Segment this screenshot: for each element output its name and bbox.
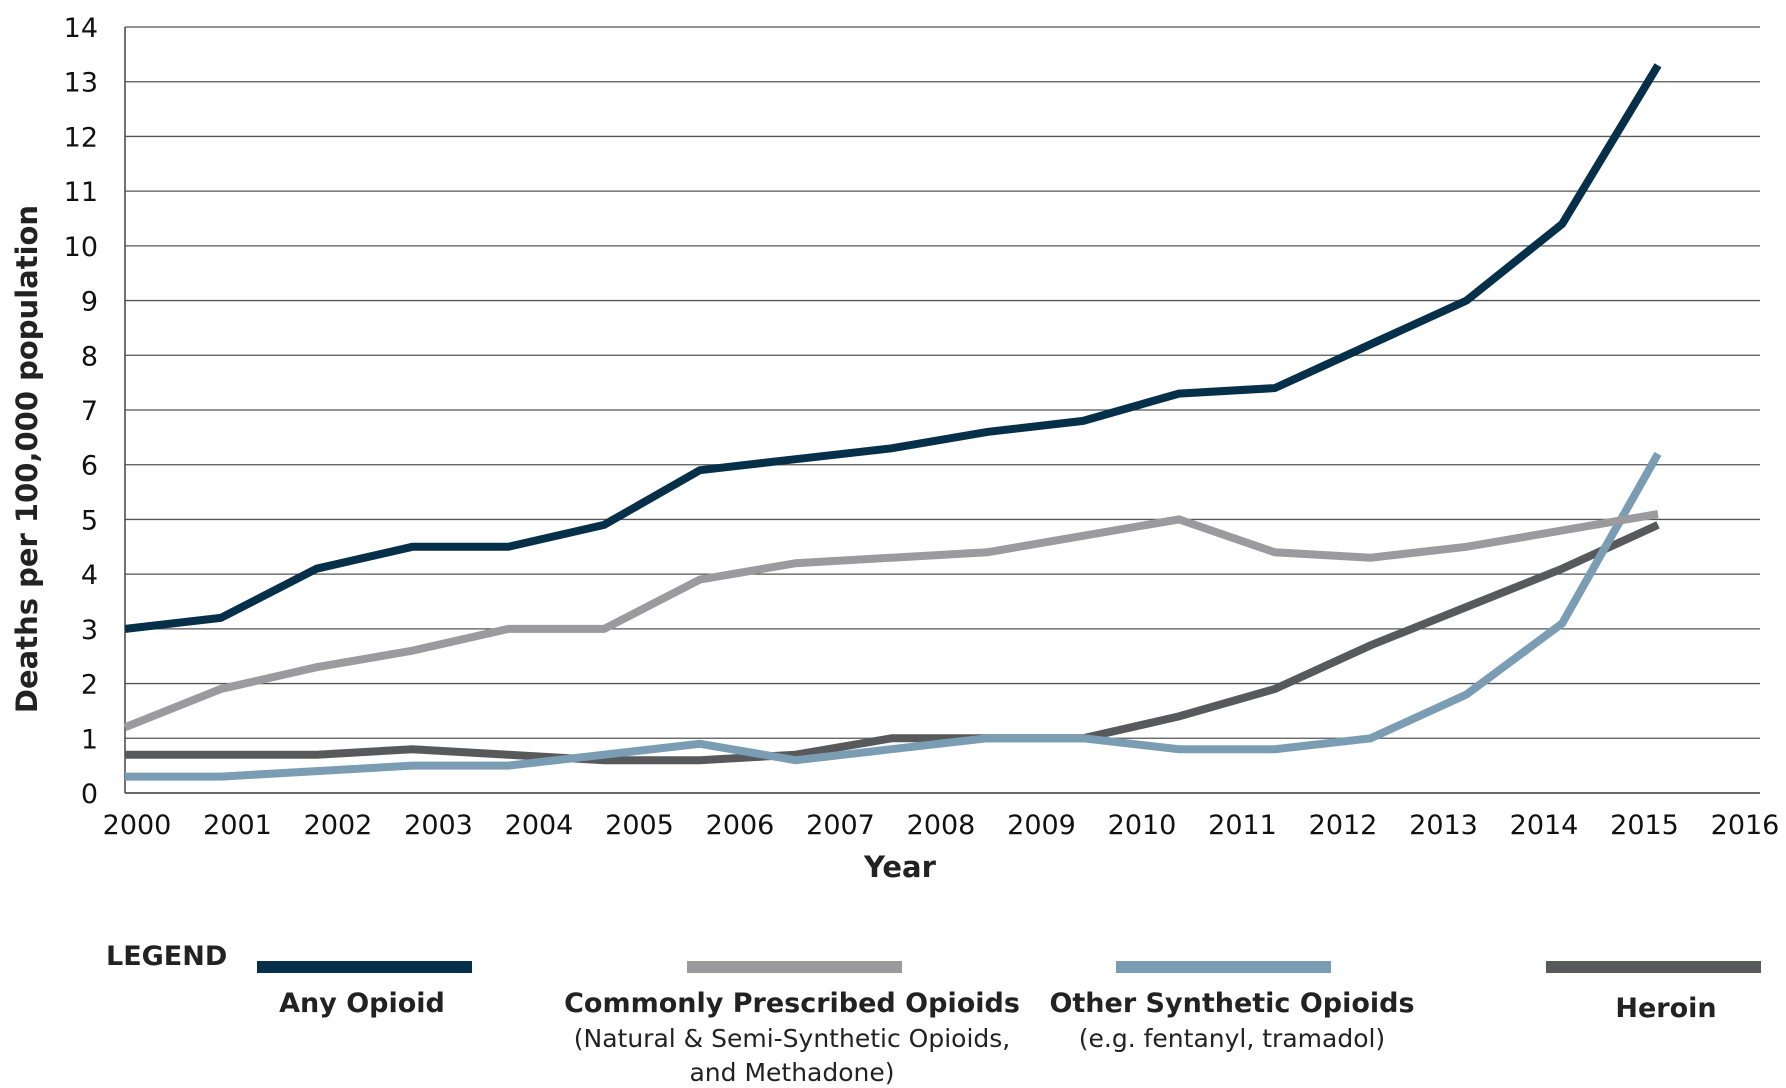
x-tick-label: 2006 [706,810,775,841]
y-tick-label: 7 [81,396,98,427]
legend: Any Opioid Commonly Prescribed Opioids (Na… [257,961,1761,1087]
y-tick-label: 0 [81,779,98,810]
x-tick-label: 2016 [1711,810,1780,841]
x-tick-label: 2013 [1409,810,1478,841]
legend-label-commonly-prescribed-opioids: Commonly Prescribed Opioids [564,988,1020,1019]
y-tick-label: 4 [81,560,98,591]
x-tick-label: 2004 [505,810,574,841]
x-tick-label: 2008 [907,810,976,841]
y-tick-label: 8 [81,341,98,372]
x-tick-label: 2011 [1208,810,1277,841]
series-lines [123,63,1662,781]
y-tick-label: 9 [81,287,98,318]
y-tick-label: 12 [64,122,98,153]
legend-sublabel: and Methadone) [689,1058,894,1087]
x-tick-label: 2010 [1108,810,1177,841]
y-tick-label: 11 [64,177,98,208]
legend-sublabel: (Natural & Semi-Synthetic Opioids, [574,1024,1010,1053]
series-line-heroin [125,521,1660,765]
x-tick-label: 2005 [605,810,674,841]
x-tick-label: 2014 [1510,810,1579,841]
legend-sublabel: (e.g. fentanyl, tramadol) [1079,1024,1385,1053]
y-tick-label: 10 [64,232,98,263]
y-tick-label: 3 [81,615,98,646]
series-line-other-synthetic-opioids [125,451,1662,781]
x-tick-label: 2007 [806,810,875,841]
y-tick-label: 14 [64,13,98,44]
x-tick-label: 2015 [1610,810,1679,841]
series-line-any-opioid [124,63,1662,633]
y-tick-label: 5 [81,505,98,536]
y-tick-label: 13 [64,68,98,99]
legend-label-other-synthetic-opioids: Other Synthetic Opioids [1049,988,1414,1019]
gridlines [124,26,1760,794]
y-tick-label: 6 [81,451,98,482]
x-tick-label: 2000 [103,810,172,841]
x-tick-label: 2002 [304,810,373,841]
x-tick-label: 2009 [1007,810,1076,841]
y-axis-title: Deaths per 100,000 population [10,205,44,713]
y-tick-label: 2 [81,670,98,701]
series-line-commonly-prescribed-opioids [123,510,1659,732]
x-tick-label: 2001 [203,810,272,841]
x-tick-label: 2012 [1309,810,1378,841]
legend-label-any-opioid: Any Opioid [279,988,445,1019]
x-axis-title: Year [863,850,937,884]
legend-label-heroin: Heroin [1615,993,1716,1024]
x-tick-labels: 2000 2001 2002 2003 2004 2005 2006 2007 2008 2009… [103,810,1780,841]
y-tick-label: 1 [81,724,98,755]
x-tick-label: 2003 [404,810,473,841]
legend-title: LEGEND [106,941,227,972]
